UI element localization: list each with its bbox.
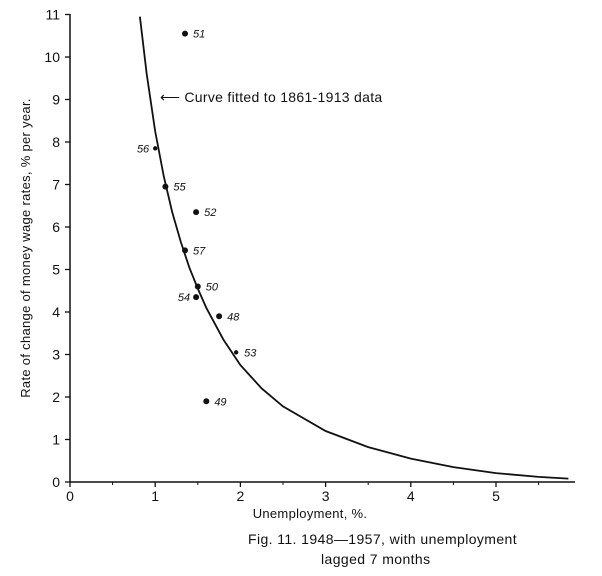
- point-56: [153, 146, 158, 151]
- y-tick-label: 8: [52, 134, 60, 150]
- y-axis-label: Rate of change of money wage rates, % pe…: [18, 98, 33, 398]
- x-axis-label: Unemployment, %.: [253, 506, 368, 521]
- y-tick-label: 6: [52, 219, 60, 235]
- point-55: [162, 183, 169, 190]
- y-tick-label: 7: [52, 177, 60, 193]
- x-tick-label: 2: [237, 488, 245, 504]
- annotation-text: Curve fitted to 1861-1913 data: [184, 89, 382, 105]
- y-tick-label: 10: [44, 49, 60, 65]
- y-tick-label: 2: [52, 389, 60, 405]
- annotation-arrow: ⟵: [160, 89, 180, 105]
- point-label-50: 50: [206, 282, 219, 294]
- point-label-49: 49: [214, 396, 226, 408]
- point-label-55: 55: [173, 182, 186, 194]
- point-54: [193, 294, 200, 301]
- curve-annotation: ⟵ Curve fitted to 1861-1913 data: [160, 89, 383, 105]
- point-50: [194, 283, 201, 290]
- x-tick-label: 0: [66, 488, 74, 504]
- point-52: [193, 209, 200, 216]
- caption-line-1: Fig. 11. 1948—1957, with unemployment: [248, 531, 517, 547]
- point-label-53: 53: [244, 347, 257, 359]
- point-51: [182, 30, 189, 37]
- x-tick-label: 5: [492, 488, 500, 504]
- y-tick-label: 3: [52, 347, 60, 363]
- y-tick-label: 1: [52, 432, 60, 448]
- data-points: [153, 30, 239, 405]
- x-tick-label: 4: [407, 488, 415, 504]
- point-label-52: 52: [204, 207, 216, 219]
- caption-line-2: lagged 7 months: [321, 551, 431, 567]
- y-tick-label: 5: [52, 262, 60, 278]
- point-label-56: 56: [137, 143, 150, 155]
- point-57: [182, 247, 189, 254]
- point-label-48: 48: [227, 311, 240, 323]
- x-tick-label: 3: [322, 488, 330, 504]
- point-label-54: 54: [178, 292, 190, 304]
- point-48: [216, 313, 223, 320]
- axes: [69, 14, 575, 483]
- tick-marks: [65, 13, 540, 487]
- x-tick-label: 1: [151, 488, 159, 504]
- y-tick-label: 11: [45, 7, 60, 23]
- data-point-labels: 51 56 55 52 57 50 54 48 53 49: [137, 29, 257, 409]
- fitted-curve: [139, 16, 569, 480]
- point-label-57: 57: [193, 245, 206, 257]
- point-49: [203, 398, 210, 405]
- point-53: [233, 350, 239, 355]
- point-label-51: 51: [193, 29, 205, 41]
- y-tick-label: 0: [52, 474, 60, 490]
- y-tick-label: 9: [52, 92, 60, 108]
- y-tick-label: 4: [52, 304, 60, 320]
